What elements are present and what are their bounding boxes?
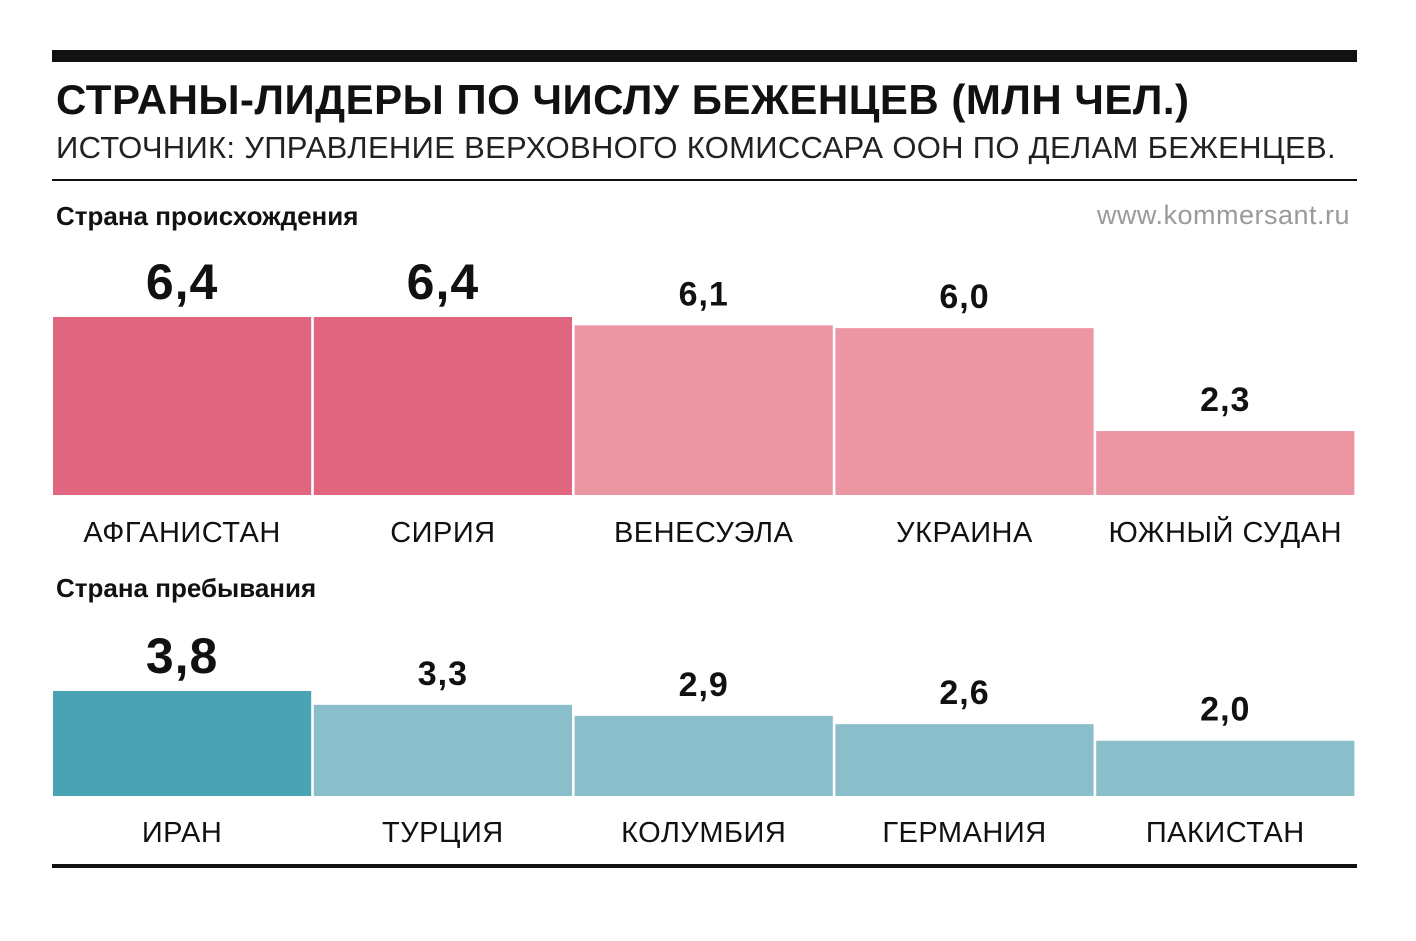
host-bar-2 <box>313 704 572 796</box>
host-value-label-2: 3,3 <box>418 655 468 693</box>
host-value-label-1: 3,8 <box>146 628 219 684</box>
host-bar-3 <box>574 715 833 796</box>
origin-bar-2 <box>313 317 572 495</box>
origin-bar-1 <box>53 317 312 495</box>
host-category-label-5: ПАКИСТАН <box>1146 817 1305 849</box>
origin-category-label-4: УКРАИНА <box>896 517 1033 549</box>
origin-category-label-5: ЮЖНЫЙ СУДАН <box>1109 515 1342 549</box>
host-value-label-5: 2,0 <box>1200 691 1250 729</box>
host-bar-4 <box>835 724 1094 796</box>
chart-source: ИСТОЧНИК: УПРАВЛЕНИЕ ВЕРХОВНОГО КОМИССАР… <box>56 130 1336 165</box>
host-category-label-4: ГЕРМАНИЯ <box>882 817 1046 849</box>
host-value-label-4: 2,6 <box>939 674 989 712</box>
origin-value-label-5: 2,3 <box>1200 381 1250 419</box>
host-section-label: Страна пребывания <box>56 573 317 603</box>
host-category-label-3: КОЛУМБИЯ <box>621 817 786 849</box>
origin-section-label: Страна происхождения <box>56 201 359 231</box>
origin-bar-3 <box>574 325 833 495</box>
host-bar-5 <box>1096 740 1355 796</box>
origin-category-label-3: ВЕНЕСУЭЛА <box>614 517 794 549</box>
origin-bar-4 <box>835 328 1094 495</box>
host-bar-1 <box>53 691 312 796</box>
origin-category-label-2: СИРИЯ <box>390 517 495 549</box>
origin-value-label-2: 6,4 <box>407 254 480 310</box>
host-category-label-2: ТУРЦИЯ <box>382 817 504 849</box>
origin-value-label-3: 6,1 <box>679 275 729 313</box>
origin-value-label-1: 6,4 <box>146 254 219 310</box>
site-url: www.kommersant.ru <box>1096 200 1350 230</box>
header-divider <box>52 179 1357 181</box>
host-category-label-1: ИРАН <box>142 817 223 849</box>
chart-title: СТРАНЫ-ЛИДЕРЫ ПО ЧИСЛУ БЕЖЕНЦЕВ (МЛН ЧЕЛ… <box>56 76 1190 123</box>
origin-bar-5 <box>1096 431 1355 495</box>
origin-category-label-1: АФГАНИСТАН <box>83 517 280 549</box>
host-value-label-3: 2,9 <box>679 666 729 704</box>
origin-value-label-4: 6,0 <box>939 278 989 316</box>
bottom-rule <box>52 864 1357 868</box>
top-rule <box>52 50 1357 62</box>
